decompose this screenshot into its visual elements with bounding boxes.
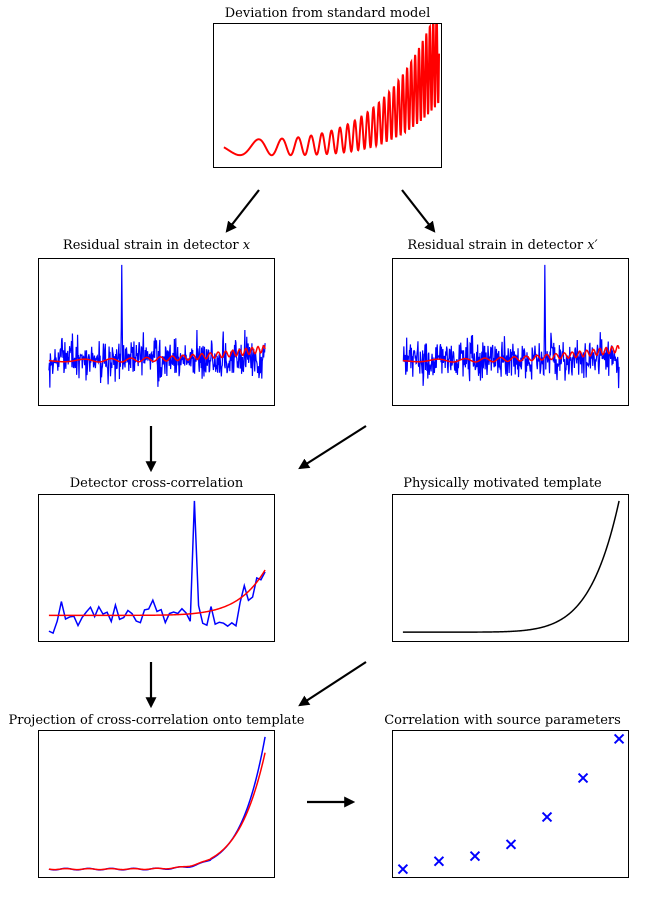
title-source-corr: Correlation with source parameters (384, 713, 621, 728)
strain-xp-noise-line (402, 264, 620, 389)
strain-xp-plot (402, 264, 620, 389)
template-line (402, 500, 620, 633)
source-corr-plot (397, 733, 625, 875)
strain-x-signal-line (48, 344, 266, 363)
strain-x-noise-line (48, 264, 266, 388)
strain-x-plot (48, 264, 266, 388)
panel-strain-xp (392, 258, 629, 406)
deviation-signal-line (223, 24, 441, 157)
scatter-point (397, 863, 409, 875)
title-strain-xp-prefix: Residual strain in detector (407, 238, 588, 253)
scatter-point (613, 733, 625, 745)
strain-xp-signal-line (402, 344, 620, 363)
scatter-point (541, 811, 553, 823)
title-strain-xp: Residual strain in detector x′ (384, 238, 621, 254)
projection-blue-line (48, 736, 266, 871)
cross-corr-noise-line (48, 500, 266, 635)
title-strain-x-prefix: Residual strain in detector (62, 238, 243, 253)
title-strain-x-var: x (242, 238, 251, 253)
arrow-deviation-to-x (225, 189, 260, 233)
title-projection: Projection of cross-correlation onto tem… (8, 713, 305, 728)
title-deviation: Deviation from standard model (224, 6, 431, 21)
panel-strain-x (38, 258, 275, 406)
arrow-xp-to-crosscorr (298, 425, 367, 470)
scatter-point (433, 856, 445, 867)
cross-corr-signal-line (48, 569, 266, 617)
scatter-point (505, 839, 517, 850)
title-strain-x: Residual strain in detector x (38, 238, 275, 254)
title-strain-xp-var: x′ (587, 238, 598, 253)
arrow-deviation-to-xp (401, 189, 436, 233)
template-plot (402, 500, 620, 633)
scatter-point (577, 772, 589, 784)
panel-template (392, 494, 629, 642)
panel-cross-corr (38, 494, 275, 642)
title-cross-corr: Detector cross-correlation (69, 476, 244, 491)
title-template: Physically motivated template (403, 476, 602, 491)
cross-corr-plot (48, 500, 266, 635)
deviation-plot (223, 24, 441, 157)
arrow-template-to-projection (298, 661, 367, 707)
scatter-point (469, 850, 481, 862)
panel-source-corr (392, 730, 629, 878)
panel-projection (38, 730, 275, 878)
panel-deviation (213, 23, 442, 168)
projection-plot (48, 736, 266, 871)
projection-red-line (48, 752, 266, 871)
